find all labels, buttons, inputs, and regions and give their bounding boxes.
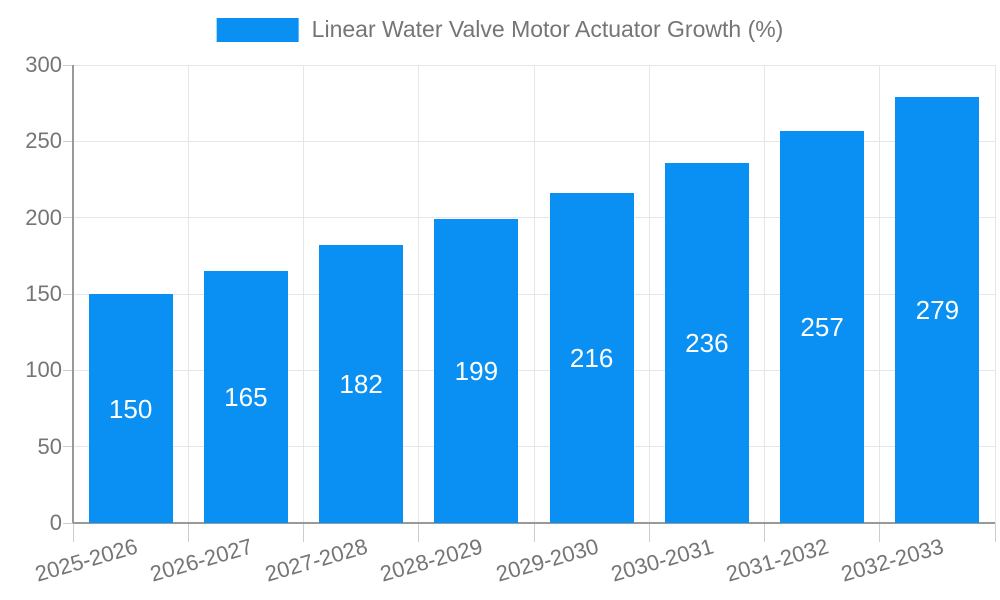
gridline-vertical [994, 65, 996, 523]
y-axis-tick [63, 140, 73, 142]
bar[interactable] [319, 245, 404, 523]
bar[interactable] [664, 162, 749, 523]
bar[interactable] [434, 219, 519, 523]
x-axis-baseline [73, 522, 995, 524]
gridline-vertical [418, 65, 420, 523]
gridline-vertical [879, 65, 881, 523]
y-axis-line [72, 65, 74, 523]
y-axis-tick [63, 217, 73, 219]
y-axis-tick [63, 522, 73, 524]
bar-value-label: 257 [800, 311, 844, 342]
x-axis-tick [303, 523, 304, 542]
y-axis-label: 0 [49, 510, 62, 535]
y-axis-label: 300 [25, 52, 62, 77]
y-axis-label: 250 [25, 128, 62, 154]
bar-value-label: 182 [339, 369, 383, 400]
gridline-vertical [648, 65, 650, 523]
y-axis-tick [63, 446, 73, 448]
x-axis-tick [764, 523, 765, 542]
y-axis-tick [63, 293, 73, 295]
x-axis-tick [187, 523, 189, 542]
bar[interactable] [780, 130, 865, 523]
bar[interactable] [203, 271, 288, 523]
y-axis-label: 100 [25, 357, 62, 383]
gridline-vertical [303, 65, 304, 523]
legend-label: Linear Water Valve Motor Actuator Growth… [311, 16, 784, 42]
gridline-vertical [187, 65, 189, 523]
legend: Linear Water Valve Motor Actuator Growth… [216, 16, 784, 43]
bar-value-label: 236 [685, 327, 729, 358]
x-axis-tick [72, 523, 74, 542]
bar-value-label: 199 [454, 356, 499, 387]
x-axis-tick [418, 523, 420, 542]
y-axis-tick [63, 64, 73, 66]
x-axis-tick [533, 523, 535, 542]
bar-value-label: 165 [224, 382, 268, 413]
x-axis-tick [879, 523, 881, 542]
bar-value-label: 216 [569, 343, 614, 374]
y-axis-label: 50 [37, 433, 62, 459]
y-axis-label: 150 [25, 281, 62, 306]
y-axis-label: 200 [25, 204, 62, 230]
bar[interactable] [895, 97, 980, 523]
bar[interactable] [88, 294, 173, 523]
x-axis-tick [648, 523, 650, 542]
x-axis-tick [994, 523, 996, 542]
gridline-vertical [764, 65, 765, 523]
gridline-vertical [533, 65, 535, 523]
y-axis-tick [63, 369, 73, 371]
bar[interactable] [549, 193, 634, 523]
bar-value-label: 150 [108, 393, 153, 424]
bar-value-label: 279 [915, 295, 960, 326]
legend-swatch [216, 17, 299, 42]
